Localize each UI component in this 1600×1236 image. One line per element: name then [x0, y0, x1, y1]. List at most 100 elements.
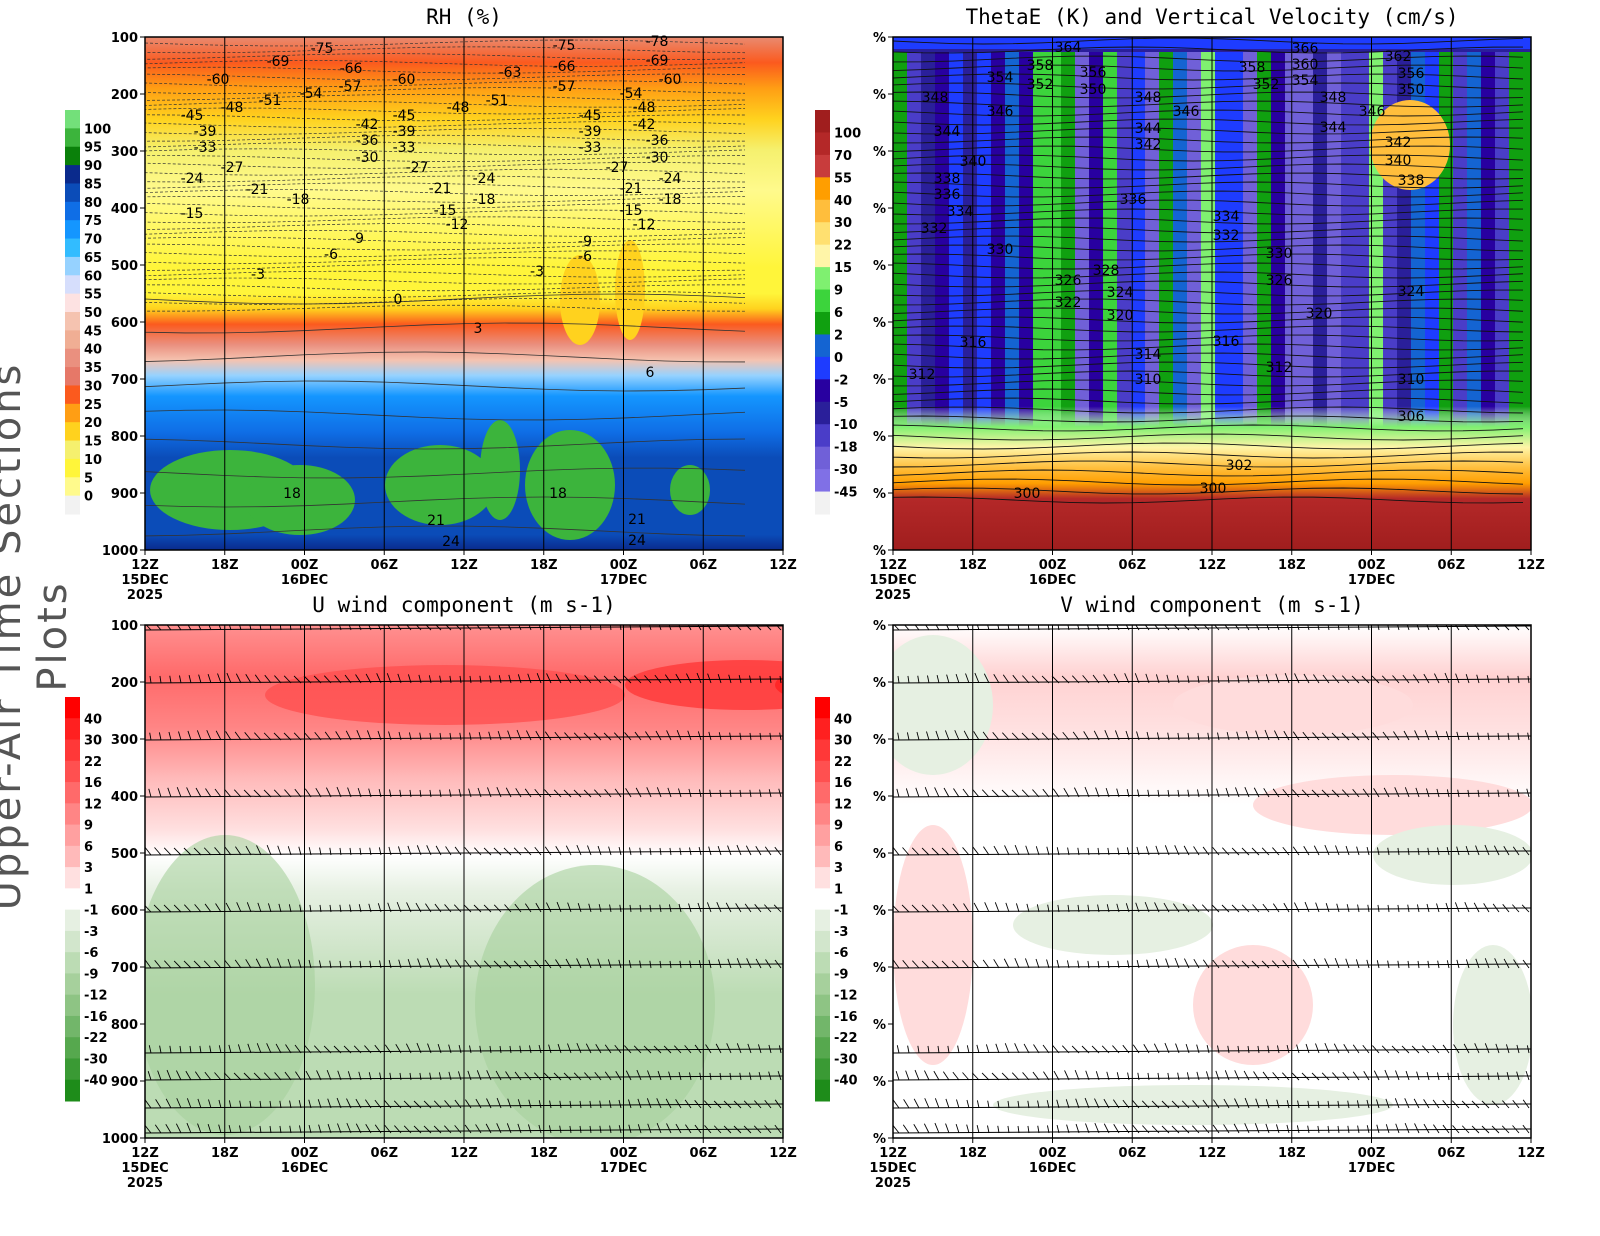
contour-label: 344	[1135, 121, 1162, 137]
wind-barb	[274, 675, 282, 684]
y-tick-label: %	[873, 544, 886, 559]
wind-barb	[643, 1045, 652, 1054]
wind-barb	[1103, 1098, 1110, 1109]
contour-label: 324	[1398, 284, 1425, 300]
wind-barb	[1155, 845, 1160, 856]
wind-barb	[157, 788, 162, 798]
contour-label: -33	[393, 140, 416, 156]
southerly-area	[1253, 775, 1531, 835]
wind-barb	[957, 1045, 960, 1054]
wind-barb	[963, 903, 970, 913]
y-tick-label: %	[873, 676, 886, 691]
date-label: 17DEC	[1348, 573, 1395, 588]
x-tick-label: 00Z	[291, 1146, 319, 1161]
wind-barb	[1113, 673, 1120, 684]
wind-barb	[903, 1099, 910, 1109]
wind-barb	[719, 1072, 722, 1081]
wind-barb	[689, 960, 692, 969]
wind-barb	[1084, 786, 1090, 798]
contour-label: -63	[499, 65, 522, 81]
wind-barb	[1337, 1125, 1340, 1134]
wind-barb	[758, 1071, 762, 1081]
wind-barb	[284, 789, 292, 798]
wind-barb	[308, 1124, 312, 1134]
wind-barb	[1122, 1044, 1130, 1054]
colorbar-label: 9	[834, 819, 843, 834]
wind-barb	[1254, 1123, 1260, 1134]
wind-barb	[489, 1045, 492, 1054]
wind-barb	[207, 1123, 212, 1134]
wind-barb	[374, 1044, 382, 1054]
contour-label: 346	[1359, 104, 1386, 120]
wind-barb	[153, 904, 162, 913]
y-tick-label: %	[873, 202, 886, 217]
colorbar-box	[815, 424, 830, 448]
wind-barb	[233, 1072, 242, 1081]
colorbar-box	[65, 952, 80, 974]
wind-barb	[608, 846, 612, 856]
wind-barb	[498, 675, 502, 684]
contour-label: 366	[1292, 41, 1319, 57]
wind-barb	[224, 846, 232, 856]
wind-barb	[1167, 732, 1170, 741]
wind-barb	[1373, 788, 1380, 798]
wind-barb	[159, 1045, 162, 1054]
wind-barb	[1154, 625, 1160, 631]
wind-barb	[1301, 789, 1310, 798]
wind-barb	[729, 789, 732, 798]
wind-barb	[727, 958, 732, 969]
wind-barb	[1454, 902, 1460, 913]
date-label: 16DEC	[281, 1161, 328, 1176]
colorbar-box	[815, 994, 830, 1017]
wind-barb	[179, 675, 182, 684]
wind-barb	[1027, 1100, 1030, 1109]
wind-barb	[195, 787, 202, 798]
colorbar-box	[815, 491, 830, 515]
colorbar-label: 12	[84, 797, 102, 812]
contour-label: -6	[324, 247, 338, 263]
wind-barb	[1424, 730, 1430, 741]
wind-barb	[505, 787, 512, 798]
wind-barb	[524, 1072, 532, 1081]
wind-barb	[1351, 732, 1360, 741]
date-label: 16DEC	[281, 573, 328, 588]
wind-barb	[1183, 845, 1190, 856]
wind-barb	[1132, 1044, 1140, 1054]
wind-barb	[739, 1072, 742, 1081]
colorbar-box	[815, 845, 830, 868]
colorbar-label: -6	[84, 946, 98, 961]
wind-barb	[483, 847, 492, 856]
wind-barb	[1384, 1069, 1390, 1081]
wind-barb	[1473, 902, 1480, 913]
wind-barb	[607, 959, 612, 969]
wind-barb	[1167, 1072, 1170, 1081]
wind-barb	[573, 789, 582, 798]
wind-barb	[1116, 1072, 1120, 1081]
temperature-contour	[145, 525, 746, 537]
wind-barb	[228, 1044, 232, 1054]
wind-barb	[406, 902, 412, 913]
wind-barb	[1157, 1072, 1160, 1081]
wind-barb	[962, 788, 970, 798]
wind-barb	[544, 959, 552, 969]
wind-barb	[577, 903, 582, 913]
wind-barb	[473, 904, 482, 913]
wind-barb	[333, 1045, 342, 1054]
wind-barb	[965, 673, 970, 684]
wind-barb	[609, 1125, 612, 1134]
wind-barb	[1391, 1045, 1400, 1054]
wind-barb	[1093, 730, 1100, 741]
wind-barb	[764, 1099, 772, 1109]
colorbar-box	[65, 760, 80, 783]
wind-barb	[1286, 1044, 1290, 1054]
colorbar-box	[65, 1079, 80, 1102]
wind-barb	[185, 1070, 192, 1081]
wind-barb	[273, 732, 282, 741]
wind-barb	[708, 846, 712, 856]
wind-barb	[145, 1124, 152, 1134]
contour-label: 310	[1398, 372, 1425, 388]
wind-barb	[528, 1124, 532, 1134]
wind-barb	[1084, 1097, 1090, 1109]
wind-barb	[991, 1072, 1000, 1081]
wind-barb	[269, 625, 272, 631]
